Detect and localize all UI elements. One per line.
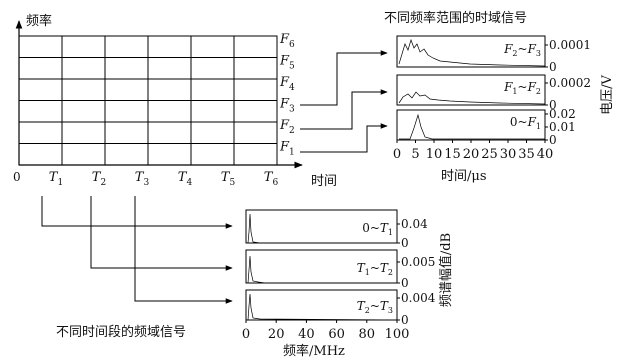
freq-panel-frame: [245, 209, 398, 244]
frequency-signals-title: 不同时间段的频域信号: [56, 324, 186, 340]
freq-panel-frame: [245, 289, 398, 321]
time-x-tick-label: 30: [500, 147, 517, 162]
time-y-tick-label: 0.01: [549, 120, 576, 134]
time-mark-t1: T1: [49, 170, 63, 188]
freq-y-tick-label: 0.04: [401, 217, 428, 231]
freq-x-tick-label: 80: [359, 327, 376, 342]
freq-mark-f1: F1: [279, 140, 295, 158]
frequency-marks: F1 F2 F3 F4 F5 F6: [279, 32, 295, 158]
freq-panel-1: 0~T1 0.04 0: [245, 209, 428, 250]
freq-band-label: T1~T2: [357, 261, 393, 277]
band-connectors: [300, 50, 388, 153]
time-y-tick-label: 0: [549, 60, 557, 74]
time-mark-t2: T2: [92, 170, 106, 188]
time-panel-2: F1~F2 0.0002 0: [396, 74, 591, 112]
connector-t2-t3: [134, 196, 233, 304]
frequency-y-axis-label: 频谱幅值/dB: [438, 233, 454, 307]
time-y-tick-label: 0: [549, 98, 557, 112]
time-x-tick-label: 20: [463, 147, 480, 162]
freq-y-tick-label: 0: [401, 276, 409, 290]
time-x-tick-label: 25: [481, 147, 498, 162]
time-mark-t3: T3: [135, 170, 150, 188]
time-connectors: [41, 196, 233, 304]
freq-x-tick-label: 100: [385, 327, 410, 342]
time-x-ticks: 0 5 10 15 20 25 30 35 40: [393, 140, 553, 162]
frequency-x-ticks: 0 20 40 60 80 100: [242, 320, 410, 342]
origin-label: 0: [13, 170, 21, 184]
freq-mark-f4: F4: [279, 75, 295, 93]
freq-y-tick-label: 0.004: [401, 291, 436, 305]
freq-band-label: 0~T1: [362, 221, 393, 237]
connector-0-f1: [300, 123, 388, 153]
freq-y-tick-label: 0: [401, 236, 409, 250]
time-y-tick-label: 0.0002: [549, 76, 591, 90]
time-band-label: 0~F1: [510, 115, 541, 131]
freq-mark-f5: F5: [279, 54, 295, 72]
time-band-label: F2~F3: [503, 42, 541, 58]
time-x-tick-label: 15: [444, 147, 461, 162]
connector-0-t1: [41, 196, 233, 229]
time-axis-label: 时间: [311, 174, 337, 189]
time-marks: T1 T2 T3 T4 T5 T6: [49, 170, 279, 188]
time-panel-frame: [396, 109, 546, 141]
freq-mark-f6: F6: [279, 32, 295, 50]
freq-mark-f3: F3: [279, 97, 295, 115]
frequency-axis-label: 频率: [26, 13, 52, 29]
time-y-tick-label: 0.0001: [549, 38, 591, 52]
time-y-tick-label: 0: [549, 133, 557, 147]
time-x-tick-label: 10: [426, 147, 443, 162]
freq-x-tick-label: 60: [328, 327, 345, 342]
frequency-x-axis-label: 频率/MHz: [283, 343, 345, 359]
connector-f2-f3: [300, 50, 388, 106]
freq-panel-3: T2~T3 0.004 0: [245, 289, 436, 327]
freq-y-tick-label: 0.005: [401, 255, 435, 269]
time-mark-t6: T6: [264, 170, 279, 188]
time-x-tick-label: 0: [393, 147, 401, 162]
freq-x-tick-label: 20: [268, 327, 285, 342]
time-panel-3: 0~F1 0.020.010: [396, 107, 576, 147]
freq-signal-trace: [247, 293, 398, 321]
time-signal-trace: [398, 38, 546, 67]
time-mark-t4: T4: [178, 170, 193, 188]
time-panel-frame: [396, 74, 546, 106]
time-y-axis-label: 电压/V: [600, 75, 615, 115]
time-frequency-grid: [18, 35, 278, 166]
freq-signal-trace: [247, 255, 397, 284]
freq-panel-2: T1~T2 0.005 0: [245, 249, 435, 290]
time-signals-title: 不同频率范围的时域信号: [384, 10, 527, 26]
time-y-tick-label: 0.02: [549, 107, 576, 121]
time-x-tick-label: 35: [518, 147, 535, 162]
time-mark-t5: T5: [221, 170, 236, 188]
freq-signal-trace: [247, 213, 397, 244]
freq-panel-frame: [245, 249, 398, 284]
time-x-tick-label: 5: [411, 147, 419, 162]
connector-t1-t2: [90, 196, 233, 271]
freq-x-tick-label: 40: [298, 327, 315, 342]
time-panel-frame: [396, 35, 546, 68]
freq-y-tick-label: 0: [401, 313, 409, 327]
freq-x-tick-label: 0: [242, 327, 250, 342]
time-panel-1: F2~F3 0.0001 0: [396, 35, 591, 74]
time-band-label: F1~F2: [503, 80, 541, 96]
freq-band-label: T2~T3: [357, 299, 393, 315]
time-signal-trace: [399, 113, 545, 140]
time-x-tick-label: 40: [537, 147, 554, 162]
freq-mark-f2: F2: [279, 118, 295, 136]
time-signal-trace: [398, 91, 546, 105]
time-x-axis-label: 时间/μs: [441, 169, 487, 184]
connector-f1-f2: [300, 89, 388, 130]
